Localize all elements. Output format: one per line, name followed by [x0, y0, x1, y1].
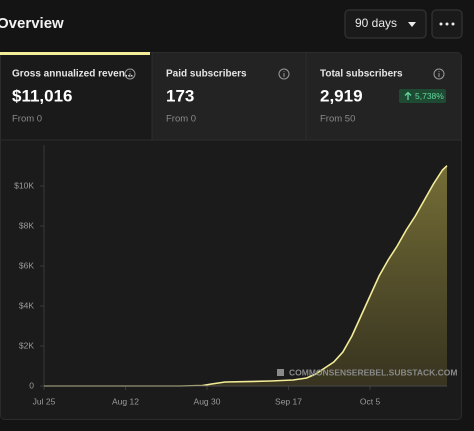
x-tick-label: Jul 25 [33, 396, 56, 406]
badge-text: 5,738% [415, 91, 444, 101]
tab-bg[interactable] [1, 53, 152, 140]
x-tick-label: Aug 12 [112, 396, 139, 406]
y-tick-label: $4K [19, 300, 34, 310]
y-tick-label: 0 [29, 380, 34, 390]
page-title: Overview [0, 15, 64, 32]
x-tick-label: Aug 30 [194, 396, 221, 406]
x-tick-label: Sep 17 [275, 396, 302, 406]
tab-label[interactable]: Paid subscribers [166, 69, 247, 80]
dot [451, 22, 455, 26]
caret [408, 22, 416, 27]
badge-arrow [404, 91, 412, 100]
x-tick-label: Oct 5 [360, 396, 381, 406]
info-glyph [129, 71, 440, 77]
tab-from: From 0 [12, 114, 42, 125]
more-button[interactable] [431, 9, 463, 39]
watermark-icon [277, 369, 284, 376]
info-icon [433, 68, 445, 80]
y-tick-label: $6K [19, 260, 34, 270]
y-tick-label: $10K [14, 180, 34, 190]
dot [439, 22, 443, 26]
y-tick-label: $2K [19, 340, 34, 350]
tab-bg[interactable] [152, 53, 306, 140]
tab-value: 173 [166, 86, 194, 105]
badge [399, 89, 446, 103]
tab-label[interactable]: Gross annualized reven... [12, 69, 133, 80]
tab-value: $11,016 [12, 86, 73, 105]
tab-from: From 0 [166, 114, 196, 125]
tab-from: From 50 [320, 114, 355, 125]
y-tick-label: $8K [19, 220, 34, 230]
panel [0, 52, 462, 420]
info-icon [124, 68, 136, 80]
watermark: COMMONSENSEREBEL.SUBSTACK.COM [289, 367, 457, 377]
active-tab-bar [0, 52, 150, 55]
range-dropdown[interactable]: 90 days [344, 9, 427, 39]
info-icon [278, 68, 290, 80]
dropdown-box[interactable] [344, 9, 427, 39]
dot [445, 22, 449, 26]
dropdown-label[interactable]: 90 days [355, 16, 397, 30]
chart: 0 $2K $4K $6K $8K $10K Jul 25 Aug 12 Aug 30 Sep 1… [14, 145, 448, 406]
area [44, 165, 447, 386]
tab-label[interactable]: Total subscribers [320, 69, 403, 80]
tab-value: 2,919 [320, 86, 363, 105]
info-icons [124, 68, 445, 80]
line [44, 165, 448, 387]
